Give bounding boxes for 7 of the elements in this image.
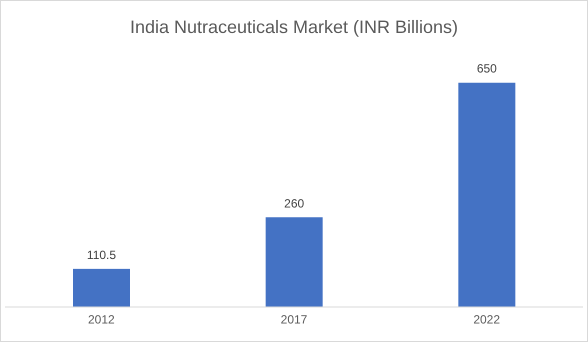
data-label: 650	[476, 62, 498, 76]
x-tick-label: 2017	[280, 312, 308, 327]
x-tick-label: 2012	[88, 312, 116, 327]
data-label: 260	[284, 196, 304, 210]
data-label: 110.5	[86, 248, 116, 262]
chart-title: India Nutraceuticals Market (INR Billions)	[128, 17, 460, 39]
x-tick-label: 2022	[473, 312, 500, 327]
